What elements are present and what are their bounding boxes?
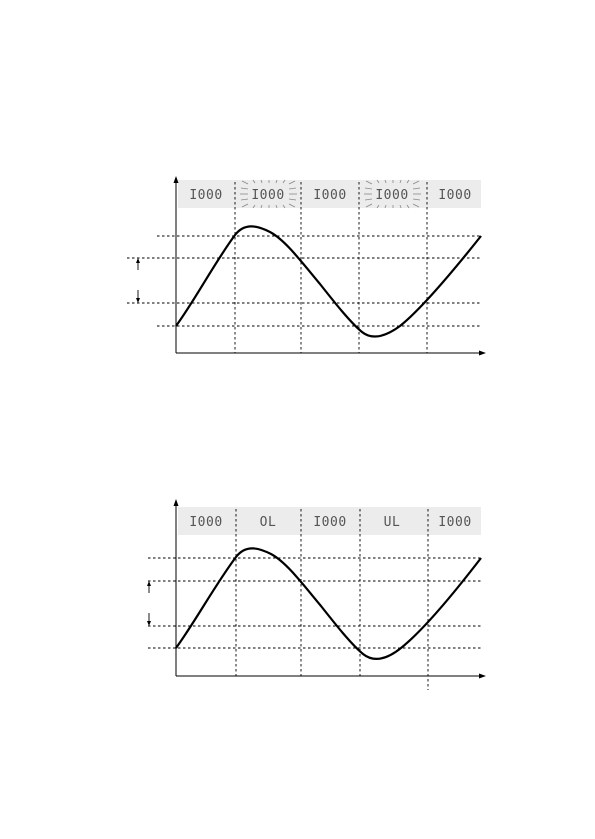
signal-curve [175,547,482,660]
display-segment-5: I000 [438,188,471,203]
display-segment-4: UL [384,515,401,530]
x-axis-arrow [479,350,486,356]
display-segment-2: OL [260,515,277,530]
display-segment-3: I000 [313,515,346,530]
signal-curve [175,225,482,338]
display-segment-4: I000 [375,188,408,203]
x-axis-arrow [479,673,486,679]
y-axis-arrow [173,499,179,506]
top-diagram: I000 I000 I000 I000 I000 [127,176,486,356]
display-band [178,507,481,535]
blink-rays-segment-2 [240,179,297,209]
bottom-diagram: I000 OL I000 UL I000 [147,499,486,690]
hysteresis-arrowhead-up [147,581,151,586]
hysteresis-arrowhead-up [136,258,140,263]
hysteresis-arrowhead-down [136,298,140,303]
display-segment-3: I000 [313,188,346,203]
display-segment-1: I000 [189,515,222,530]
display-segment-5: I000 [438,515,471,530]
display-segment-1: I000 [189,188,222,203]
blink-rays-segment-4 [364,179,421,209]
hysteresis-arrowhead-down [147,621,151,626]
display-segment-2: I000 [251,188,284,203]
display-band [178,180,481,208]
y-axis-arrow [173,176,179,183]
